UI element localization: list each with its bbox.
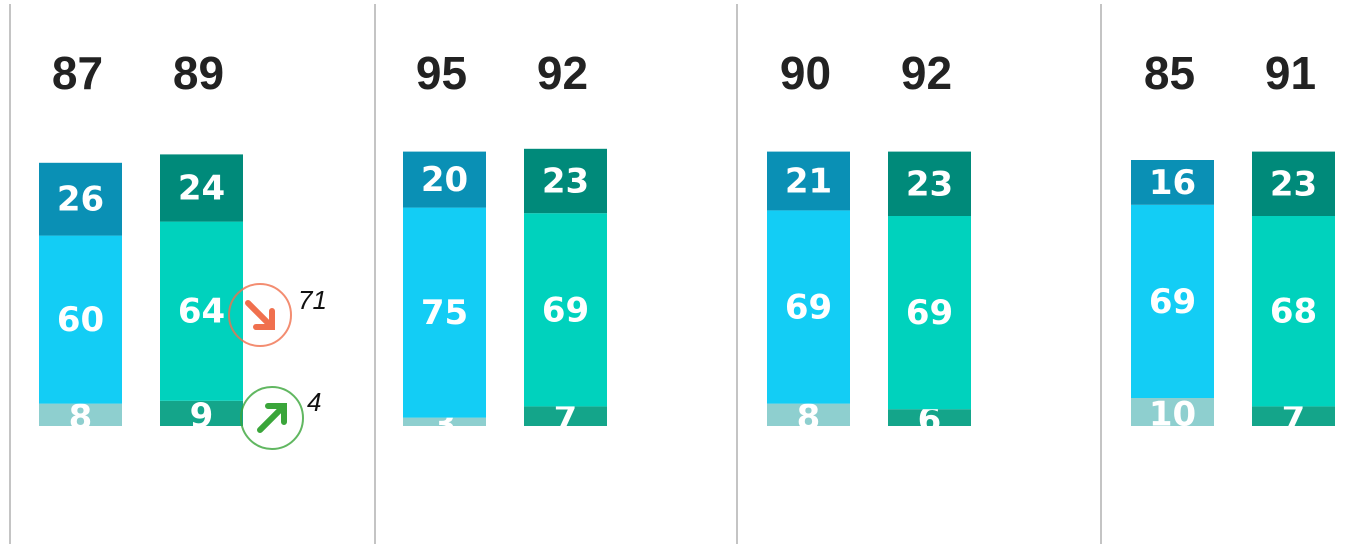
- segment-label: 7: [554, 399, 578, 439]
- bar-segment: [888, 151, 971, 216]
- bar-segment: [888, 216, 971, 410]
- bar-segment: [1252, 216, 1335, 407]
- segment-label: 69: [785, 288, 832, 328]
- segment-label: 26: [57, 180, 104, 220]
- segment-label: 69: [1149, 282, 1196, 322]
- bar-segment: [888, 409, 971, 426]
- segment-label: 24: [178, 169, 225, 209]
- bar-segment: [767, 151, 850, 211]
- bar-segment: [160, 400, 243, 426]
- bar-segment: [403, 207, 486, 418]
- segment-label: 8: [69, 397, 93, 437]
- bar-segment: [39, 403, 122, 426]
- bar-segment: [524, 406, 607, 426]
- bar-total: 89: [173, 47, 224, 99]
- bar-segment: [403, 151, 486, 208]
- segment-label: 8: [797, 397, 821, 437]
- segment-label: 16: [1149, 163, 1196, 203]
- annotation-label: 71: [298, 285, 327, 315]
- bar-total: 90: [780, 47, 831, 99]
- trend-arrow: [245, 300, 275, 330]
- segment-label: 69: [542, 290, 589, 330]
- trend-icon: [240, 386, 304, 450]
- bar-total: 92: [901, 47, 952, 99]
- bar-segment: [1131, 204, 1214, 398]
- segment-label: 64: [178, 292, 225, 332]
- trend-circle: [228, 283, 292, 347]
- segment-label: 21: [785, 162, 832, 202]
- segment-label: 20: [421, 160, 468, 200]
- segment-label: 23: [542, 162, 589, 202]
- segment-label: 75: [421, 293, 468, 333]
- bar-segment: [403, 417, 486, 426]
- trend-icon: [228, 283, 292, 347]
- segment-label: 69: [906, 293, 953, 333]
- segment-label: 6: [918, 400, 942, 440]
- bar-total: 85: [1144, 47, 1195, 99]
- bar-segment: [767, 210, 850, 404]
- bar-segment: [1131, 160, 1214, 205]
- segment-label: 7: [1282, 399, 1306, 439]
- segment-label: 9: [190, 396, 214, 436]
- bar-total: 92: [537, 47, 588, 99]
- bar-segment: [39, 235, 122, 404]
- segment-label: 10: [1149, 395, 1196, 435]
- segment-label: 68: [1270, 292, 1317, 332]
- bar-segment: [1252, 406, 1335, 426]
- bar-segment: [1131, 398, 1214, 426]
- bar-segment: [524, 148, 607, 214]
- bar-segment: [524, 213, 607, 407]
- segment-label: 60: [57, 300, 104, 340]
- bar-segment: [160, 154, 243, 222]
- bar-total: 95: [416, 47, 467, 99]
- trend-arrow: [257, 403, 287, 433]
- bar-total: 91: [1265, 47, 1316, 99]
- annotation-label: 4: [307, 387, 321, 417]
- bar-segment: [1252, 151, 1335, 216]
- segment-label: 23: [906, 164, 953, 204]
- bar-segment: [39, 162, 122, 236]
- trend-circle: [240, 386, 304, 450]
- bar-segment: [767, 403, 850, 426]
- segment-label: 23: [1270, 164, 1317, 204]
- bar-total: 87: [52, 47, 103, 99]
